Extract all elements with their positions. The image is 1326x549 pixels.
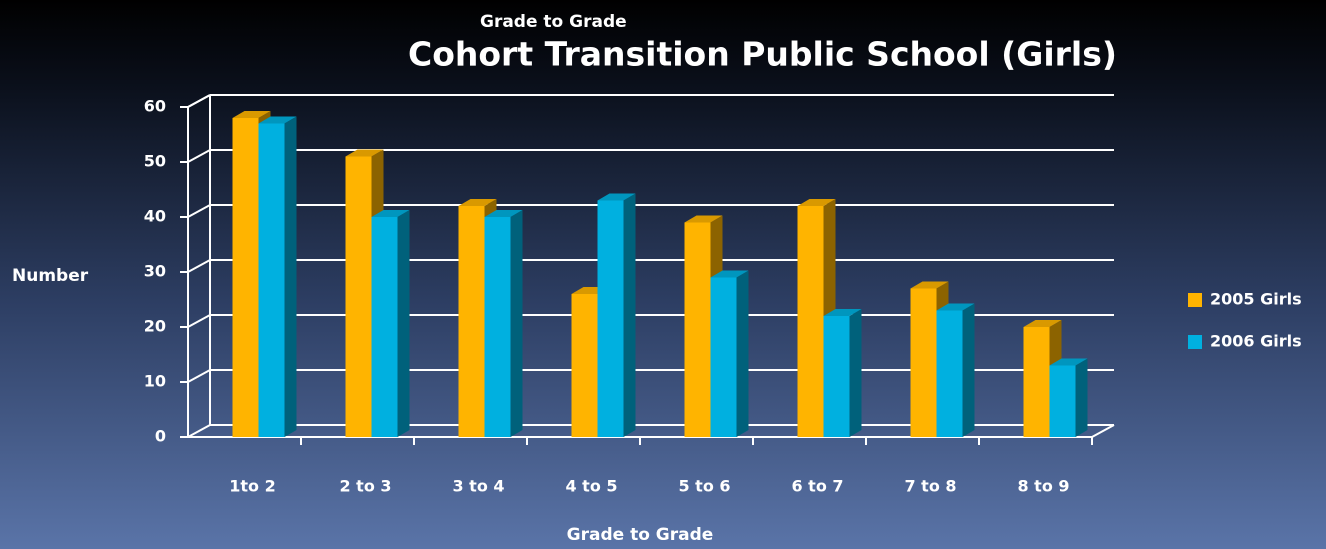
bar-top	[345, 149, 384, 157]
y-axis-label: Number	[12, 266, 89, 286]
y-tick-label: 60	[144, 97, 166, 116]
legend-swatch	[1188, 335, 1202, 349]
x-tick-label: 8 to 9	[1017, 477, 1069, 496]
bar	[258, 123, 285, 437]
bar-top	[684, 215, 723, 223]
grid-line-side	[187, 369, 211, 383]
bar-side	[284, 116, 297, 437]
x-tick-label: 3 to 4	[452, 477, 504, 496]
bar-top	[710, 270, 749, 278]
x-tick-label: 1to 2	[229, 477, 275, 496]
x-tick-label: 7 to 8	[904, 477, 956, 496]
bar-top	[1049, 358, 1088, 366]
x-axis-label: Grade to Grade	[567, 525, 714, 545]
grid-line-side	[187, 204, 211, 218]
bar-side	[849, 309, 862, 437]
bar	[232, 118, 259, 437]
legend-label: 2006 Girls	[1210, 332, 1302, 351]
grid-line-side	[187, 149, 211, 163]
bar-top	[797, 199, 836, 206]
bar	[797, 206, 824, 437]
chart-subtitle: Grade to Grade	[480, 12, 627, 32]
y-tick-label: 30	[144, 262, 166, 281]
bar-side	[510, 210, 523, 437]
y-tick-label: 40	[144, 207, 166, 226]
bar	[936, 310, 963, 437]
grid-line-side	[187, 314, 211, 328]
bar-side	[1075, 358, 1088, 437]
bar-side	[623, 193, 636, 437]
bar	[1023, 327, 1050, 437]
grid-line-side	[187, 424, 211, 438]
bar-side	[736, 270, 749, 437]
grid-line-side	[187, 94, 211, 108]
bar-top	[371, 210, 410, 217]
bar	[910, 288, 937, 437]
bar	[597, 200, 624, 437]
grid-line-side	[187, 259, 211, 273]
bar-top	[458, 199, 497, 206]
bar	[571, 294, 598, 437]
bar	[458, 206, 485, 437]
bar-top	[597, 193, 636, 201]
bar	[710, 277, 737, 437]
bar	[345, 156, 372, 437]
y-tick-label: 0	[155, 427, 166, 446]
y-tick-label: 20	[144, 317, 166, 336]
bar-top	[936, 303, 975, 311]
bar-side	[397, 210, 410, 437]
bar-top	[484, 210, 523, 217]
bar-top	[232, 111, 271, 118]
bar	[371, 217, 398, 437]
bar	[823, 316, 850, 437]
bar	[1049, 365, 1076, 437]
bar	[684, 222, 711, 437]
y-tick-label: 10	[144, 372, 166, 391]
bar-top	[823, 309, 862, 316]
x-tick-label: 2 to 3	[339, 477, 391, 496]
bar-top	[1023, 320, 1062, 327]
x-tick-label: 4 to 5	[565, 477, 617, 496]
chart-title: Cohort Transition Public School (Girls)	[408, 35, 1117, 74]
bar	[484, 217, 511, 437]
x-tick-label: 6 to 7	[791, 477, 843, 496]
bar-top	[910, 281, 949, 289]
bar-side	[962, 303, 975, 437]
y-tick-label: 50	[144, 152, 166, 171]
bar-top	[258, 116, 297, 124]
legend-swatch	[1188, 293, 1202, 307]
x-tick-label: 5 to 6	[678, 477, 730, 496]
legend-label: 2005 Girls	[1210, 290, 1302, 309]
